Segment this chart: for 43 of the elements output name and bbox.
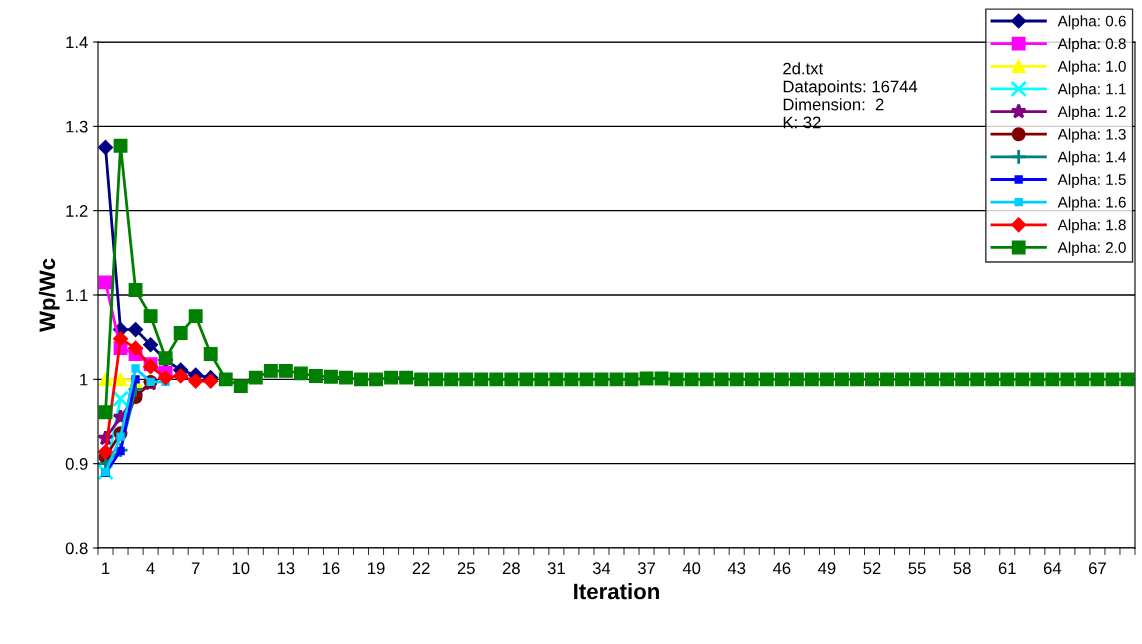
x-tick-label: 22 (412, 562, 430, 574)
x-tick-label: 28 (502, 562, 520, 575)
x-tick-label: 52 (863, 562, 881, 575)
x-tick-label: 34 (592, 562, 611, 575)
x-tick-label: 13 (277, 562, 295, 575)
y-tick-label: 0.9 (65, 458, 88, 470)
legend-label: Alpha: 1.8 (1057, 219, 1126, 234)
legend-label: Alpha: 2.0 (1057, 241, 1126, 256)
y-tick-label: 1 (80, 373, 88, 386)
x-tick-label: 40 (682, 562, 701, 575)
x-tick-label: 46 (772, 562, 791, 575)
y-tick-label: 1.2 (66, 205, 88, 217)
y-axis-title: Wp/Wc (38, 258, 60, 333)
x-tick-label: 7 (191, 562, 200, 574)
legend-label: Alpha: 0.8 (1057, 37, 1126, 53)
x-tick-label: 31 (547, 562, 565, 575)
legend-label: Alpha: 1.0 (1057, 60, 1126, 75)
y-tick-label: 1.3 (66, 120, 88, 133)
legend-label: Alpha: 1.2 (1057, 105, 1126, 121)
x-tick-label: 19 (368, 562, 385, 575)
x-tick-label: 37 (637, 562, 655, 575)
x-tick-label: 64 (1043, 562, 1062, 575)
y-tick-label: 1.4 (66, 36, 88, 49)
x-tick-label: 58 (953, 562, 971, 575)
legend-label: Alpha: 1.3 (1057, 128, 1126, 143)
y-tick-label: 1.1 (66, 289, 88, 302)
x-tick-label: 55 (908, 562, 926, 575)
x-tick-label: 25 (457, 562, 475, 575)
x-tick-label: 4 (146, 562, 155, 574)
x-tick-label: 61 (998, 562, 1016, 575)
x-tick-label: 43 (727, 562, 746, 575)
x-tick-label: 49 (818, 562, 836, 575)
legend-label: Alpha: 1.6 (1057, 196, 1126, 211)
y-tick-label: 0.8 (65, 542, 88, 555)
x-tick-label: 1 (102, 562, 110, 574)
legend-label: Alpha: 0.6 (1057, 15, 1126, 30)
x-tick-label: 16 (322, 562, 340, 575)
legend-label: Alpha: 1.1 (1057, 83, 1126, 98)
legend-label: Alpha: 1.5 (1057, 173, 1126, 189)
x-tick-label: 67 (1089, 562, 1106, 575)
x-axis-title: Iteration (574, 582, 659, 600)
x-tick-label: 10 (232, 562, 250, 575)
legend-label: Alpha: 1.4 (1057, 151, 1126, 166)
